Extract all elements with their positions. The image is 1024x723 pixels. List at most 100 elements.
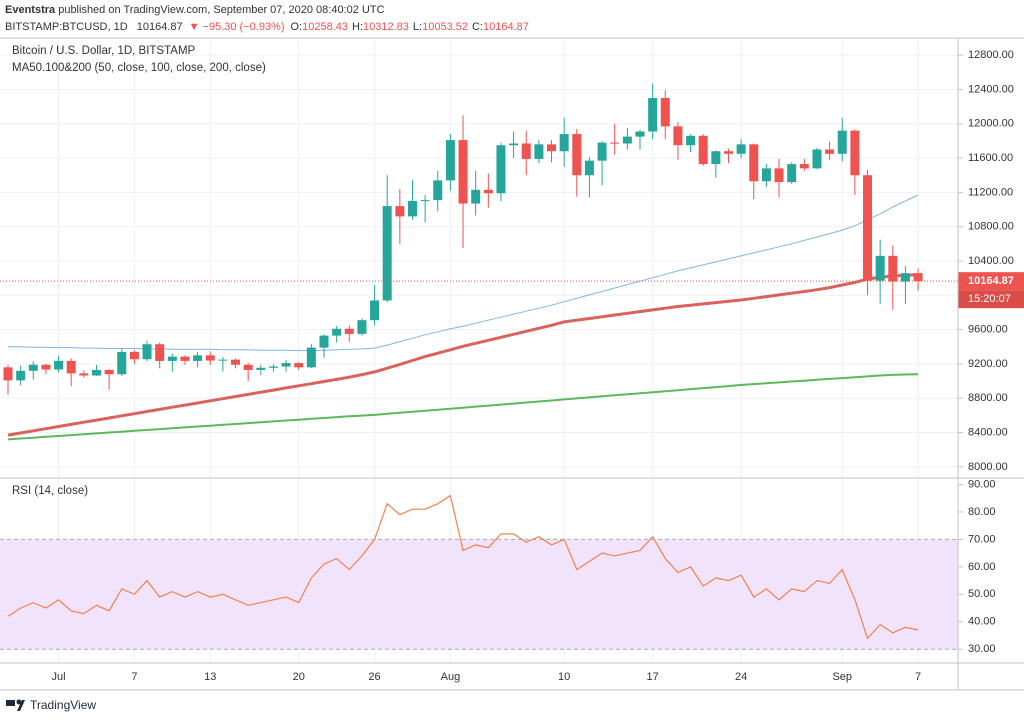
candle-body — [407, 200, 417, 217]
candle-body — [129, 351, 139, 360]
ohlc-label: O: — [291, 21, 303, 33]
symbol-line: BITSTAMP:BTCUSD, 1D 10164.87 ▼ −95.30 (−0… — [5, 21, 529, 33]
y-tick-label: 11200.00 — [968, 186, 1013, 198]
candle-body — [445, 140, 455, 181]
candle-body — [79, 373, 89, 376]
moving-average — [7, 273, 919, 437]
candle-body — [509, 143, 519, 146]
candle-body — [41, 364, 51, 370]
candle-body — [572, 134, 582, 176]
y-tick-label: 9600.00 — [968, 324, 1008, 336]
logo-shape — [16, 699, 22, 705]
x-tick-label: 7 — [131, 671, 137, 683]
pane-title: Bitcoin / U.S. Dollar, 1D, BITSTAMP — [12, 45, 196, 57]
candle-body — [787, 164, 797, 183]
y-tick-label: 8000.00 — [968, 461, 1008, 473]
candle-body — [584, 160, 594, 176]
y-tick-label: 12400.00 — [968, 83, 1014, 95]
candle-body — [117, 351, 127, 375]
candle-body — [205, 355, 215, 361]
author: Eventstra — [5, 4, 56, 16]
author-rest: published on TradingView.com, September … — [58, 4, 384, 16]
y-tick-label: 60.00 — [968, 561, 996, 573]
candle-body — [231, 359, 241, 365]
ohlc-value: 10053.52 — [422, 21, 468, 33]
candle-body — [458, 140, 468, 204]
candle-body — [622, 136, 632, 144]
candle-body — [28, 364, 38, 371]
logo-shape — [6, 700, 15, 706]
logo: TradingView — [6, 698, 96, 712]
candle-body — [54, 360, 64, 370]
candle-body — [648, 98, 658, 132]
candle-body — [736, 144, 746, 154]
candle-body — [281, 363, 291, 367]
ohlc-value: 10258.43 — [302, 21, 348, 33]
x-tick-label: 17 — [647, 671, 659, 683]
candle-body — [142, 344, 152, 360]
candle-body — [483, 189, 493, 194]
author-line: Eventstra published on TradingView.com, … — [5, 4, 385, 16]
candle-body — [319, 335, 329, 348]
y-tick-label: 12000.00 — [968, 118, 1014, 130]
moving-average — [7, 373, 919, 441]
candle-body — [888, 255, 898, 282]
candle-body — [193, 355, 203, 361]
y-tick-label: 8800.00 — [968, 392, 1008, 404]
candle-body — [496, 145, 506, 194]
candle-body — [420, 200, 430, 202]
y-tick-label: 50.00 — [968, 588, 996, 600]
logo-shape — [17, 700, 25, 711]
y-tick-label: 30.00 — [968, 643, 996, 655]
rsi-line — [7, 494, 919, 640]
candle-body — [167, 356, 177, 361]
y-tick-label: 90.00 — [968, 478, 996, 490]
y-tick-label: 10400.00 — [968, 255, 1014, 267]
last-price: 10164.87 — [137, 21, 183, 33]
candle-body — [825, 149, 835, 154]
candle-body — [749, 144, 759, 182]
x-tick-label: Sep — [832, 671, 852, 683]
ohlc-label: L: — [413, 21, 422, 33]
candle-body — [660, 98, 670, 127]
candle-body — [180, 356, 190, 361]
candle-body — [723, 151, 733, 154]
plot-layer: Jul 7 13 20 26 Aug 10 17 24 Sep 7 8000.00 8400.00 880… — [0, 38, 1024, 683]
ohlc-value: 10164.87 — [483, 21, 529, 33]
x-tick-label: 10 — [558, 671, 570, 683]
countdown: 15:20:07 — [968, 293, 1011, 305]
candle-body — [559, 134, 569, 152]
candle-body — [850, 130, 860, 176]
y-tick-label: 11600.00 — [968, 152, 1013, 164]
y-tick-label: 80.00 — [968, 506, 996, 518]
x-tick-label: 13 — [204, 671, 216, 683]
ohlc-value: 10312.83 — [363, 21, 409, 33]
last-price-box — [958, 272, 1024, 291]
ohlc-label: H: — [352, 21, 363, 33]
candle-body — [344, 328, 354, 334]
x-tick-label: 26 — [368, 671, 380, 683]
last-price-label: 10164.87 — [968, 275, 1014, 287]
candle-body — [433, 180, 443, 201]
candle-body — [3, 367, 13, 381]
candle-body — [547, 144, 557, 152]
candle-body — [686, 135, 696, 146]
countdown-box — [958, 290, 1024, 309]
candle-body — [294, 363, 304, 368]
candle-body — [610, 142, 620, 144]
candle-body — [799, 164, 809, 169]
candle-body — [471, 189, 481, 204]
ma-legend: MA50.100&200 (50, close, 100, close, 200… — [12, 62, 266, 74]
y-tick-label: 70.00 — [968, 533, 996, 545]
candle-body — [635, 131, 645, 137]
rsi-band — [0, 539, 958, 650]
y-tick-label: 10800.00 — [968, 221, 1014, 233]
candle-body — [698, 135, 708, 165]
candle-body — [534, 144, 544, 159]
x-tick-label: 24 — [735, 671, 747, 683]
candle-body — [243, 364, 253, 370]
candle-body — [837, 130, 847, 154]
candle-body — [332, 328, 342, 336]
x-tick-label: Aug — [441, 671, 461, 683]
